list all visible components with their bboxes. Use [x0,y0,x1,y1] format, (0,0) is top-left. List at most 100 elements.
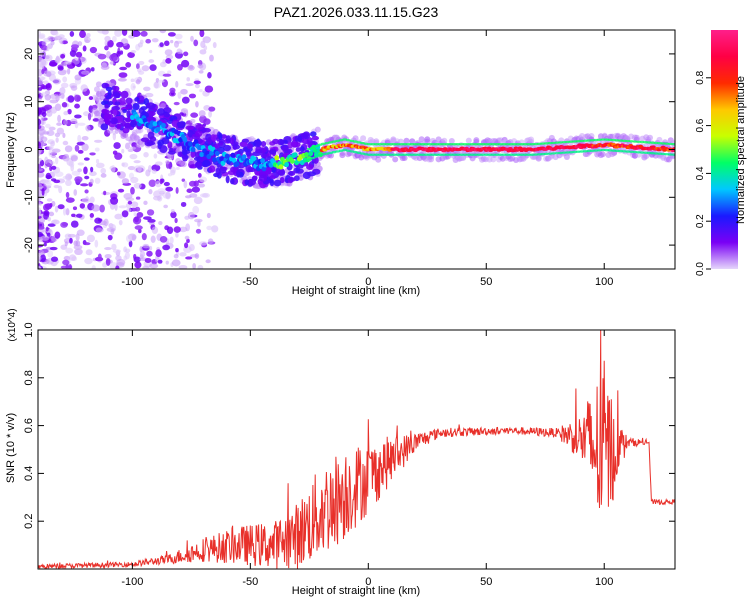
spectrogram-speckle [121,162,129,168]
spectrogram-halo [180,161,187,168]
colorbar-label: Normalized spectral amplitude [735,76,747,224]
spectrogram-sheath [671,153,675,156]
spectrogram-speckle [133,165,142,173]
spectrogram-blob [124,122,132,129]
spectrogram-speckle [150,235,156,243]
spectrogram-blob [194,161,202,169]
spectrogram-sheath [381,153,387,156]
spectrogram-sheath [494,153,500,156]
spectrogram-speckle [38,168,44,172]
spectrogram-sheath [366,153,372,156]
spectrogram-speckle [64,175,69,181]
spectrogram-halo [656,136,663,143]
spectrogram-speckle [73,240,78,247]
spectrogram-blob [302,171,311,180]
spectrogram-speckle [116,171,121,176]
spectrogram-speckle [197,64,204,69]
spectrogram-speckle [70,155,78,162]
spectrogram-speckle [80,84,88,92]
spectrogram-speckle [58,185,63,194]
spectrogram-speckle [118,72,128,78]
spectrogram-speckle [97,53,107,60]
snr-scale-label: (x10^4) [7,308,18,341]
spectrogram-halo [465,137,472,144]
spectrogram-speckle [153,153,158,159]
spectrogram-core [193,139,199,145]
spectrogram-speckle [51,151,57,155]
spectrogram-blob [134,97,140,102]
spectrogram-speckle [184,235,190,240]
spectrogram-sheath [377,143,383,146]
spectrogram-halo [633,134,640,141]
spectrogram-sheath [412,143,418,146]
spectrogram-blob [255,149,263,154]
figure-title: PAZ1.2026.033.11.15.G23 [274,4,439,20]
spectrogram-speckle [76,229,85,236]
spectrogram-speckle [164,40,170,47]
spectrogram-halo [95,81,102,88]
spectrogram-speckle [176,48,182,54]
spectrogram-speckle [85,124,91,132]
spectrogram-speckle [77,134,82,143]
spectrogram-sheath [374,143,380,146]
spectrogram-halo [401,154,408,161]
spectrogram-speckle [177,91,182,99]
spectrogram-speckle [49,246,58,251]
spectrogram-speckle [60,82,69,89]
spectrogram-blob [190,151,196,158]
spectrogram-blob [275,167,285,176]
spectrogram-speckle [65,61,72,65]
spectrogram-speckle [134,225,143,230]
spectrogram-blob [295,147,301,152]
spectrogram-speckle [193,80,201,85]
spectrogram-speckle [70,118,78,124]
spectrogram-blob [269,149,277,155]
spectrogram-core [312,147,318,153]
spectrogram-speckle [40,254,46,262]
snr-xlabel: Height of straight line (km) [292,585,420,597]
spectrogram-sheath [515,143,521,146]
spectrogram-core [182,136,188,142]
spectrogram-speckle [134,261,142,269]
spectrogram-halo [428,156,435,163]
spectrogram-blob [195,130,203,137]
spectrogram-speckle [44,156,49,165]
spectrogram-speckle [203,118,211,125]
spectrogram-speckle [38,265,41,269]
spectrogram-speckle [131,30,141,38]
spectrogram-speckle [185,195,192,199]
spectrogram-sheath [451,153,457,156]
spectrogram-sheath [490,153,496,156]
spectrogram-halo [403,137,410,144]
spectrogram-speckle [43,203,50,212]
spectrogram-speckle [60,53,66,59]
spectrogram-speckle [88,96,94,101]
spectrogram-sheath [313,155,319,158]
spectrogram-speckle [77,168,83,173]
spectrogram-speckle [71,170,81,176]
spectrogram-speckle [159,178,164,185]
spectrogram-speckle [173,226,181,233]
spectrogram-speckle [41,41,47,46]
spectrogram-core [261,166,267,172]
spectrogram-speckle [69,49,77,57]
spectrogram-speckle [77,162,84,166]
spectrogram-speckle [48,159,52,164]
spectrogram-speckle [73,244,83,250]
spectrogram-speckle [68,254,77,261]
spectrogram-blob [156,108,165,116]
spectrogram-blob [232,144,241,150]
spectrogram-speckle [198,110,206,117]
spectrogram-speckle [117,77,127,82]
spectrogram-speckle [118,219,123,226]
spectrogram-speckle [144,92,154,98]
spectrogram-sheath [469,153,475,156]
spectrogram-core [199,151,205,158]
spectrogram-speckle [139,246,143,253]
spectrogram-speckle [188,64,194,70]
spectrogram-speckle [100,173,107,178]
spectrogram-speckle [169,87,176,94]
spectrogram-sheath [388,143,394,146]
spectrogram-speckle [38,62,43,69]
spectrogram-blob [260,140,267,148]
